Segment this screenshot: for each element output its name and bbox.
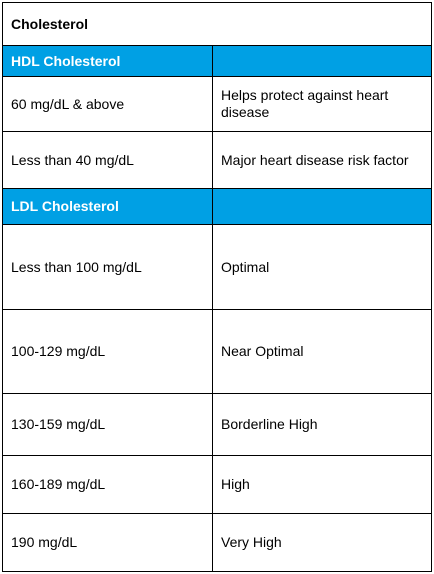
meaning-cell: Major heart disease risk factor	[221, 151, 409, 168]
meaning-cell: High	[221, 476, 250, 492]
table-row: 60 mg/dL & above Helps protect against h…	[3, 76, 431, 131]
section-heading-empty	[213, 46, 431, 76]
level-cell: 130-159 mg/dL	[3, 394, 213, 455]
meaning-cell: Helps protect against heart disease	[221, 87, 389, 120]
table-row: 130-159 mg/dL Borderline High	[3, 393, 431, 455]
meaning-cell: Very High	[221, 534, 282, 550]
table-title: Cholesterol	[11, 15, 89, 32]
level-cell: Less than 40 mg/dL	[3, 132, 213, 188]
table-row: 100-129 mg/dL Near Optimal	[3, 309, 431, 393]
section-heading: LDL Cholesterol	[3, 189, 213, 224]
table-row: Less than 100 mg/dL Optimal	[3, 224, 431, 309]
section-heading: HDL Cholesterol	[3, 46, 213, 76]
level-cell: Less than 100 mg/dL	[3, 225, 213, 309]
table-title-row: Cholesterol	[3, 3, 431, 45]
level-cell: 190 mg/dL	[3, 514, 213, 571]
level-cell: 160-189 mg/dL	[3, 456, 213, 513]
meaning-cell: Optimal	[221, 258, 270, 275]
section-header-ldl: LDL Cholesterol	[3, 188, 431, 224]
meaning-cell: Near Optimal	[221, 343, 304, 359]
meaning-cell: Borderline High	[221, 416, 318, 432]
level-cell: 60 mg/dL & above	[3, 77, 213, 131]
table-row: Less than 40 mg/dL Major heart disease r…	[3, 131, 431, 188]
section-heading-empty	[213, 189, 431, 224]
table-row: 190 mg/dL Very High	[3, 513, 431, 571]
section-header-hdl: HDL Cholesterol	[3, 45, 431, 76]
table-row: 160-189 mg/dL High	[3, 455, 431, 513]
level-cell: 100-129 mg/dL	[3, 310, 213, 393]
